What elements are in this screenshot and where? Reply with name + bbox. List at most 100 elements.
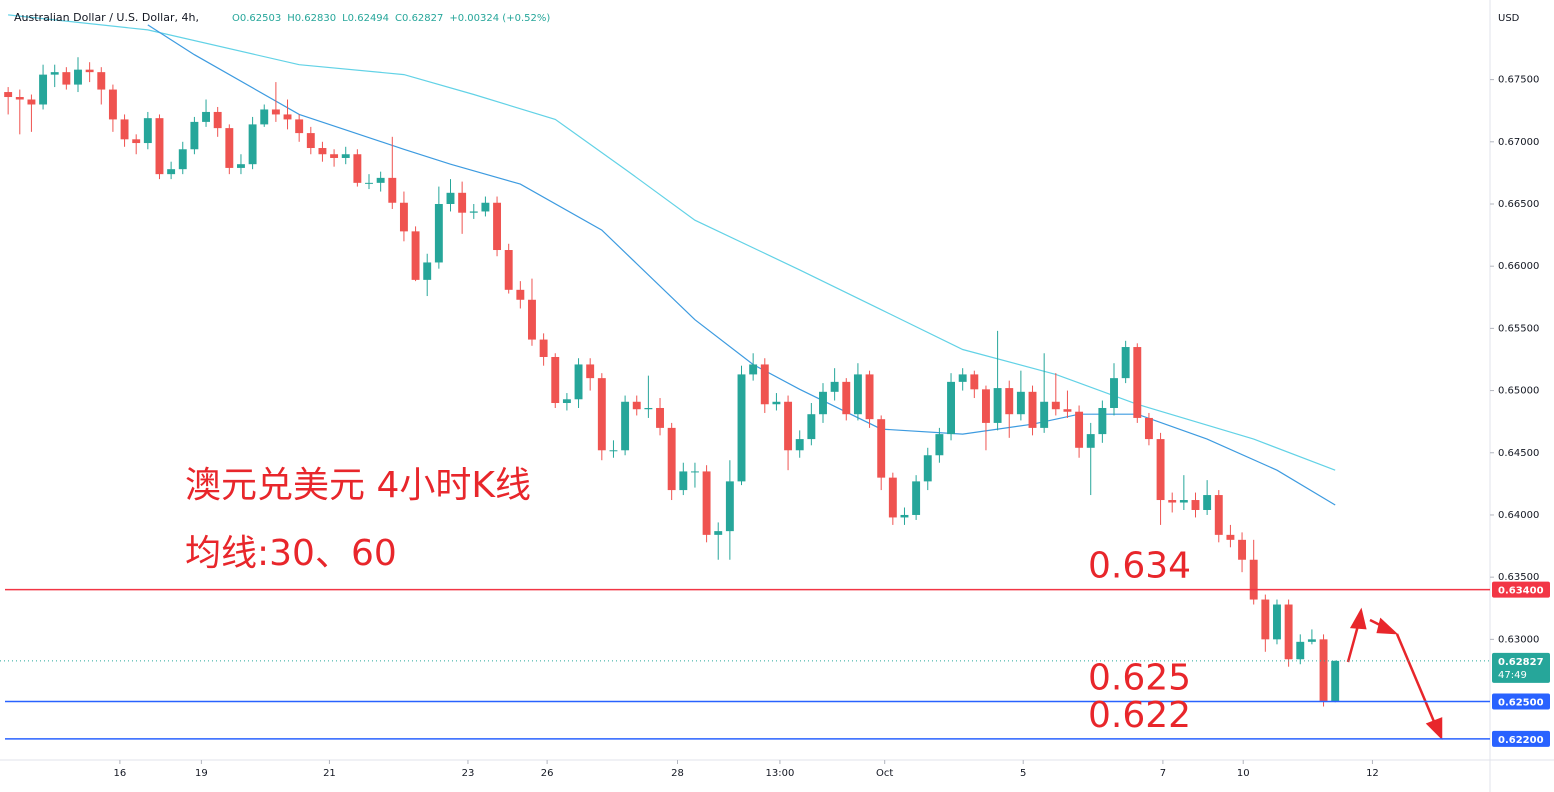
annotation: 澳元兑美元 4小时K线 xyxy=(185,465,531,506)
candle-body xyxy=(528,299,536,340)
y-tick-label: 0.63000 xyxy=(1498,634,1539,645)
candle-body xyxy=(1051,401,1060,410)
candle-body xyxy=(1156,439,1165,501)
candle-body xyxy=(830,381,839,392)
candle-body xyxy=(4,92,13,98)
ohlc-value: O0.62503 xyxy=(232,13,281,24)
x-tick-label: 7 xyxy=(1160,768,1166,779)
candle-body xyxy=(1273,604,1281,640)
candle-body xyxy=(900,514,909,518)
x-tick-label: 12 xyxy=(1366,768,1379,779)
candle-body xyxy=(1238,539,1247,560)
candle-body xyxy=(143,118,152,144)
candle-body xyxy=(1319,639,1328,702)
candle-body xyxy=(132,139,141,144)
candle-body xyxy=(1249,559,1258,600)
level-badge-label: 0.62200 xyxy=(1498,735,1544,746)
candle-body xyxy=(1307,639,1316,642)
arrowhead xyxy=(1349,607,1367,630)
candle-body xyxy=(795,439,804,451)
candle-body xyxy=(399,202,408,232)
candle-body xyxy=(1063,409,1072,412)
candle-body xyxy=(458,192,467,213)
level-badge-label: 0.63400 xyxy=(1498,586,1544,597)
candle-body xyxy=(295,119,304,134)
level-label: 0.634 xyxy=(1088,546,1191,587)
price-badge xyxy=(1492,652,1550,683)
candle-body xyxy=(935,434,944,456)
candle-body xyxy=(85,69,94,73)
annotation: 均线:30、60 xyxy=(185,533,397,574)
candle-body xyxy=(27,99,36,105)
candle-body xyxy=(213,111,222,129)
candle-body xyxy=(74,69,82,85)
candle-body xyxy=(749,364,758,375)
y-tick-label: 0.64500 xyxy=(1498,448,1539,459)
candle-body xyxy=(958,374,967,382)
x-tick-label: 28 xyxy=(671,768,684,779)
candle-body xyxy=(993,388,1002,423)
candle-body xyxy=(341,154,350,158)
candle-body xyxy=(562,399,571,404)
candle-body xyxy=(271,109,280,115)
candle-body xyxy=(1110,378,1118,408)
x-tick-label: 19 xyxy=(195,768,208,779)
x-tick-label: 23 xyxy=(462,768,475,779)
candle-body xyxy=(1133,347,1142,418)
candle-body xyxy=(306,133,315,149)
candle-body xyxy=(411,231,420,280)
candle-body xyxy=(1179,500,1188,503)
candle-body xyxy=(260,109,269,125)
candle-body xyxy=(504,250,513,290)
candle-body xyxy=(225,128,234,168)
candle-body xyxy=(237,164,245,168)
candle-body xyxy=(609,450,618,452)
candle-body xyxy=(644,407,653,410)
candle-body xyxy=(819,391,827,415)
x-tick-label: 16 xyxy=(114,768,127,779)
symbol-title: Australian Dollar / U.S. Dollar, 4h, xyxy=(14,11,199,24)
candle-body xyxy=(1144,417,1153,440)
candle-body xyxy=(690,471,699,473)
arrowhead xyxy=(1425,717,1443,741)
candle-body xyxy=(1203,495,1212,510)
candle-body xyxy=(632,401,641,410)
candle-body xyxy=(784,401,793,451)
ohlc-value: H0.62830 xyxy=(287,13,336,24)
candle-body xyxy=(1296,641,1305,660)
candle-body xyxy=(167,169,176,175)
candle-body xyxy=(15,97,24,100)
y-tick-label: 0.64000 xyxy=(1498,510,1539,521)
candle-body xyxy=(853,374,862,415)
arrow xyxy=(1395,633,1437,725)
price-badge-label: 0.62827 xyxy=(1498,657,1544,668)
candle-body xyxy=(714,531,723,535)
candle-body xyxy=(202,111,210,122)
candle-body xyxy=(1284,604,1293,660)
candle-body xyxy=(807,414,816,440)
candle-body xyxy=(178,149,187,170)
candle-body xyxy=(318,148,327,155)
candle-body xyxy=(50,72,59,75)
candle-body xyxy=(574,364,583,400)
candle-body xyxy=(772,401,781,405)
candle-body xyxy=(877,419,886,478)
ohlc-readout: O0.62503 H0.62830 L0.62494 C0.62827 +0.00324… xyxy=(232,13,550,24)
change-value: +0.00324 (+0.52%) xyxy=(449,13,550,24)
y-tick-label: 0.66000 xyxy=(1498,261,1539,272)
countdown: 47:49 xyxy=(1498,670,1527,681)
candle-body xyxy=(516,289,525,300)
candle-body xyxy=(888,477,897,518)
ohlc-value: L0.62494 xyxy=(342,13,389,24)
y-tick-label: 0.66500 xyxy=(1498,199,1539,210)
candle-body xyxy=(1191,500,1200,510)
candle-body xyxy=(1226,534,1235,540)
candle-body xyxy=(982,389,990,423)
y-tick-label: 0.67500 xyxy=(1498,75,1539,86)
candle-body xyxy=(493,202,502,251)
level-label: 0.622 xyxy=(1088,695,1191,736)
candle-body xyxy=(1086,434,1095,448)
y-tick-label: 0.65000 xyxy=(1498,386,1539,397)
candle-body xyxy=(155,118,164,175)
